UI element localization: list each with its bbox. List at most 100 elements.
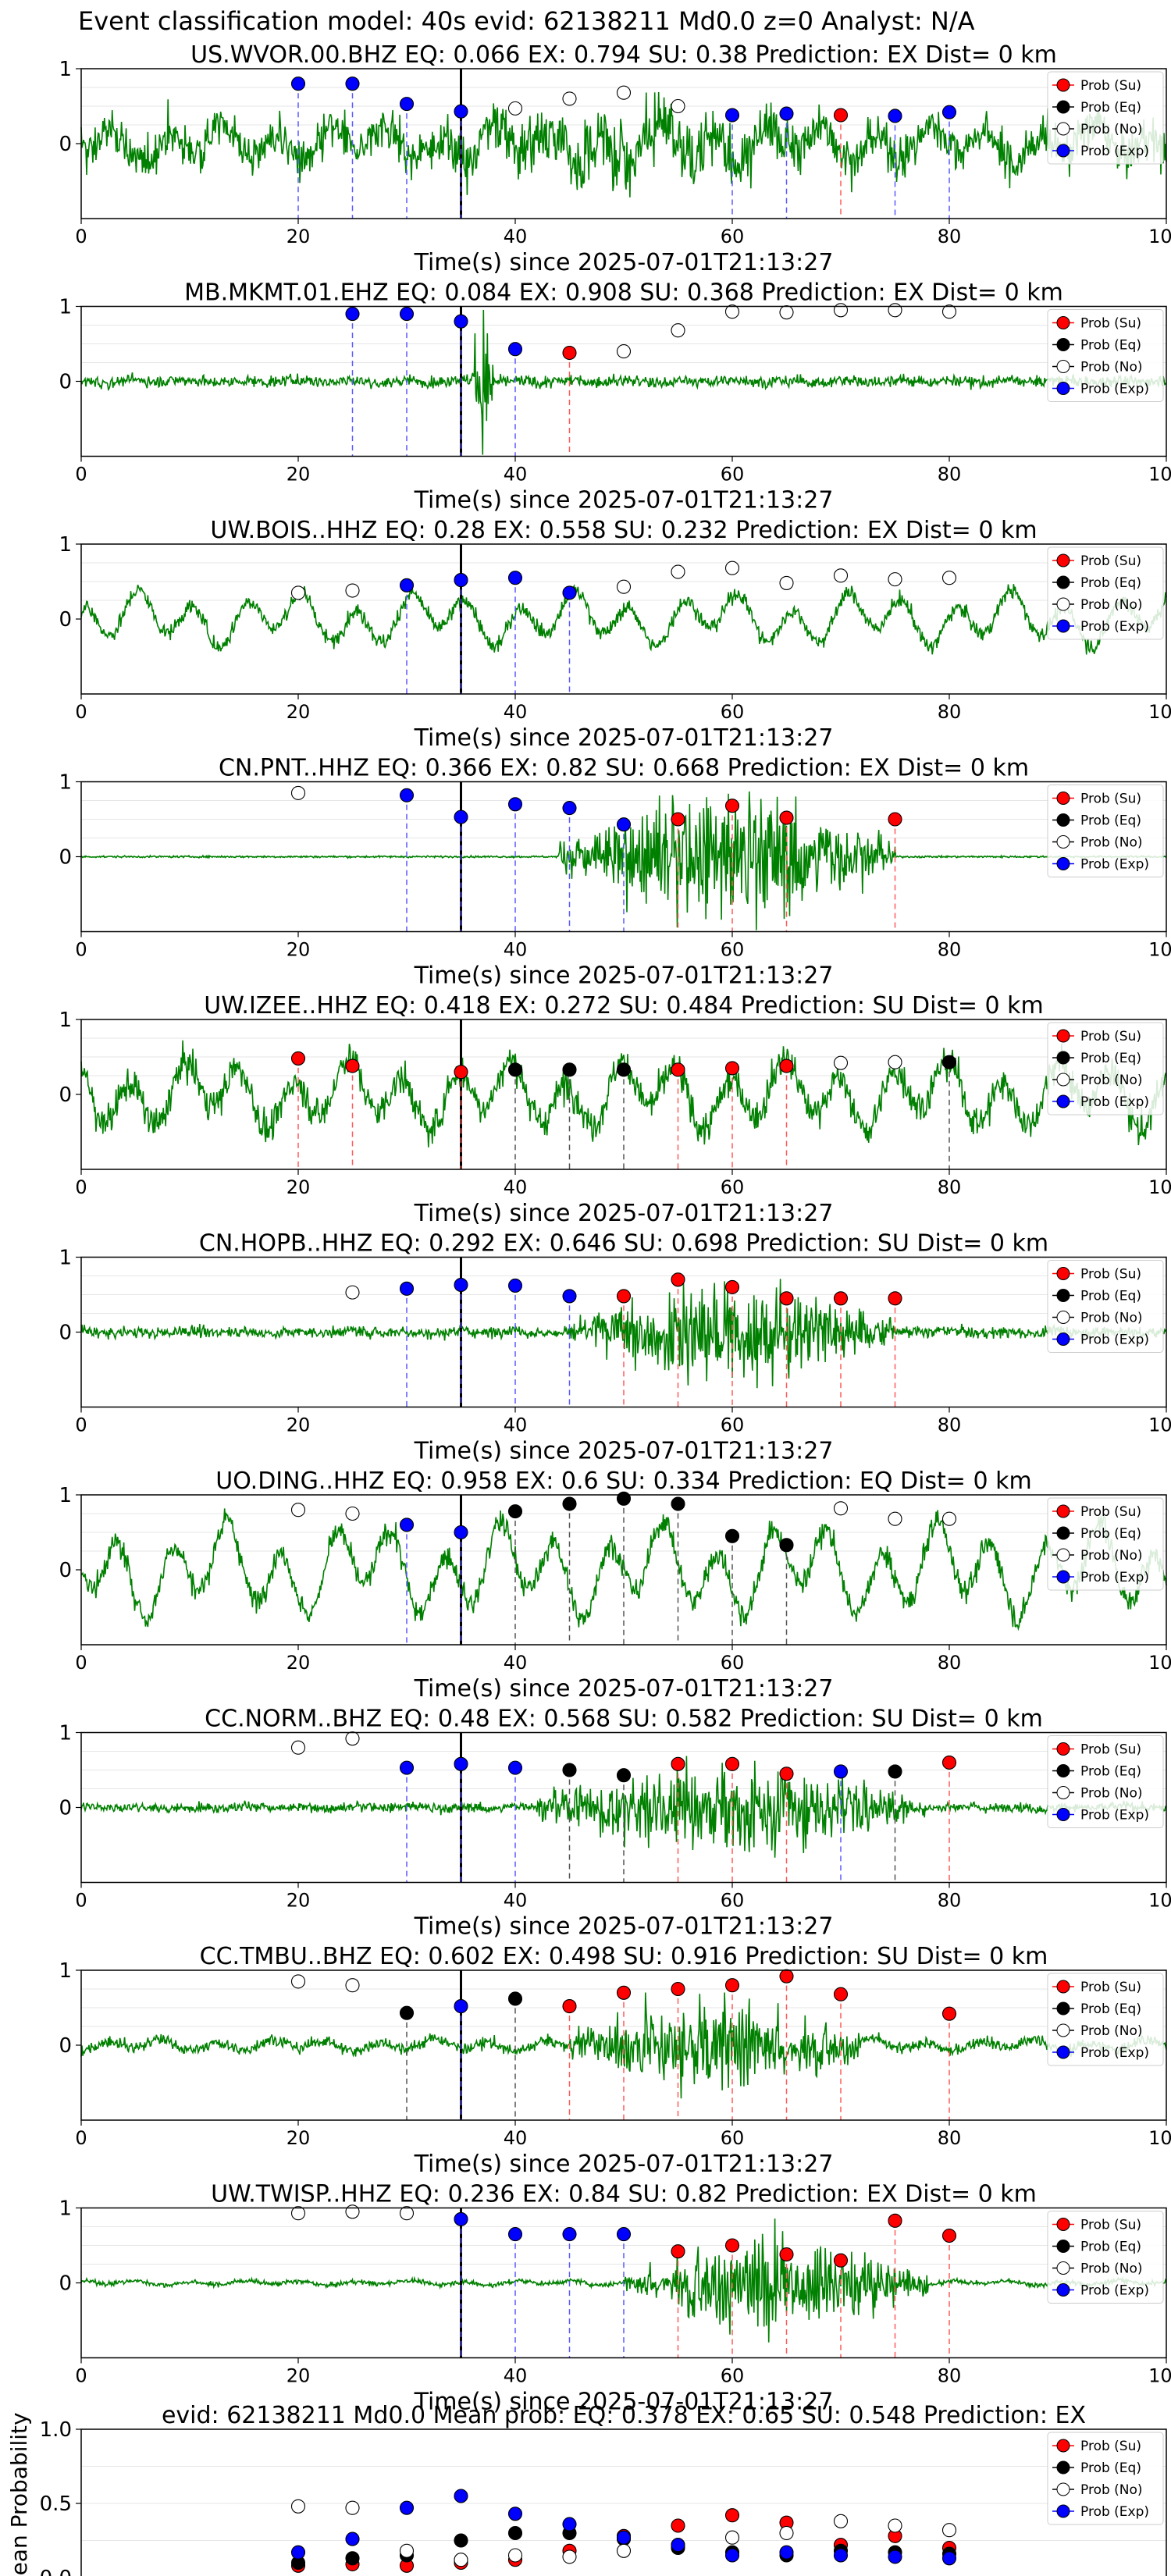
prob-point-no	[724, 304, 740, 319]
mean-point-no	[562, 2549, 577, 2564]
legend-marker-eq	[1056, 338, 1070, 351]
y-tick-label: 1	[59, 1722, 72, 1745]
mean-point-exp	[399, 2500, 415, 2515]
legend-marker-no	[1056, 360, 1070, 373]
prob-point-exp	[454, 104, 468, 119]
prob-point-su	[724, 1061, 740, 1076]
prob-point-eq	[562, 1496, 577, 1511]
legend-box	[1047, 1497, 1164, 1591]
prob-point-su	[941, 2228, 957, 2243]
legend-label: Prob (No)	[1080, 1786, 1143, 1802]
panel-title: UO.DING..HHZ EQ: 0.958 EX: 0.6 SU: 0.334…	[215, 1468, 1031, 1495]
prob-point-su	[833, 1987, 849, 2001]
x-tick-label: 60	[721, 1414, 745, 1436]
x-tick-label: 0	[75, 701, 87, 723]
x-tick-label: 40	[504, 1414, 528, 1436]
legend-label: Prob (Exp)	[1080, 2504, 1149, 2520]
prob-point-su	[779, 2247, 794, 2262]
prob-point-eq	[616, 1062, 632, 1077]
x-tick-label: 0	[75, 2365, 87, 2387]
prob-point-su	[779, 810, 794, 825]
prob-point-eq	[399, 2005, 415, 2020]
legend-marker-no	[1056, 1786, 1070, 1799]
prob-point-eq	[616, 1491, 632, 1506]
prob-point-su	[671, 812, 685, 827]
prob-point-no	[290, 1503, 306, 1517]
prob-point-su	[671, 1272, 685, 1287]
legend-marker-su	[1056, 78, 1070, 92]
prob-point-su	[888, 1291, 902, 1306]
x-tick-label: 40	[504, 2365, 528, 2387]
legend-label: Prob (No)	[1080, 122, 1143, 137]
legend-box	[1047, 1022, 1164, 1115]
panel-title: UW.IZEE..HHZ EQ: 0.418 EX: 0.272 SU: 0.4…	[204, 992, 1044, 1019]
prob-point-exp	[616, 817, 632, 832]
plot-frame	[80, 1256, 1167, 1408]
prob-point-su	[888, 2213, 902, 2228]
waveform-trace	[80, 1279, 1167, 1389]
prob-point-su	[941, 2006, 957, 2021]
x-tick-label: 80	[938, 1176, 962, 1198]
legend-box	[1047, 1973, 1164, 2066]
panel-title: UW.TWISP..HHZ EQ: 0.236 EX: 0.84 SU: 0.8…	[211, 2181, 1037, 2208]
waveform-trace	[80, 1040, 1167, 1147]
legend-label: Prob (Exp)	[1080, 2045, 1149, 2061]
legend-label: Prob (Su)	[1080, 553, 1141, 569]
legend-label: Prob (No)	[1080, 1073, 1143, 1088]
prob-point-exp	[399, 1517, 415, 1532]
mean-point-exp	[724, 2548, 740, 2563]
panel-6: CN.HOPB..HHZ EQ: 0.292 EX: 0.646 SU: 0.6…	[59, 1230, 1171, 1465]
legend-label: Prob (Su)	[1080, 1742, 1141, 1758]
x-tick-label: 40	[504, 701, 528, 723]
waveform-trace	[80, 584, 1167, 655]
mean-point-eq	[454, 2533, 468, 2548]
y-tick-label: 1	[59, 58, 72, 81]
legend-box	[1047, 785, 1164, 877]
prob-point-no	[290, 785, 306, 800]
panel-4: CN.PNT..HHZ EQ: 0.366 EX: 0.82 SU: 0.668…	[59, 755, 1171, 990]
plot-frame	[80, 1969, 1167, 2121]
x-tick-label: 80	[938, 1890, 962, 1912]
legend-label: Prob (No)	[1080, 1311, 1143, 1326]
mean-point-su	[671, 2518, 685, 2533]
prob-point-exp	[454, 573, 468, 588]
mean-point-no	[724, 2530, 740, 2545]
x-axis-label: Time(s) since 2025-07-01T21:13:27	[414, 1913, 834, 1941]
prob-point-exp	[454, 2211, 468, 2226]
prob-point-su	[888, 812, 902, 827]
y-tick-label: 0	[59, 133, 72, 156]
y-tick-label: 0	[59, 608, 72, 632]
x-tick-label: 80	[938, 939, 962, 961]
panel-title: CC.TMBU..BHZ EQ: 0.602 EX: 0.498 SU: 0.9…	[200, 1943, 1048, 1970]
prob-point-no	[671, 323, 685, 338]
legend-label: Prob (Eq)	[1080, 575, 1141, 591]
prob-point-exp	[399, 1281, 415, 1296]
legend-marker-eq	[1056, 2240, 1070, 2253]
legend-label: Prob (No)	[1080, 1548, 1143, 1564]
panel-11: evid: 62138211 Md0.0 Mean prob: EQ: 0.37…	[6, 2402, 1167, 2576]
plot-frame	[80, 781, 1167, 933]
prob-point-exp	[507, 571, 523, 585]
x-tick-label: 80	[938, 464, 962, 486]
y-tick-label: 1	[59, 296, 72, 319]
mean-point-no	[399, 2543, 415, 2558]
legend-marker-exp	[1056, 1094, 1070, 1108]
prob-point-no	[345, 1731, 360, 1746]
x-tick-label: 20	[287, 939, 311, 961]
prob-point-exp	[507, 797, 523, 812]
prob-point-no	[616, 344, 632, 359]
legend-label: Prob (Eq)	[1080, 1764, 1141, 1780]
x-tick-label: 40	[504, 226, 528, 247]
prob-point-eq	[562, 1062, 577, 1077]
x-tick-label: 100	[1148, 939, 1171, 961]
legend-box	[1047, 1260, 1164, 1353]
legend-marker-su	[1056, 1980, 1070, 1994]
legend-label: Prob (No)	[1080, 835, 1143, 851]
legend-marker-exp	[1056, 2504, 1070, 2518]
prob-point-su	[616, 1985, 632, 2000]
prob-point-eq	[724, 1528, 740, 1543]
prob-point-exp	[454, 1999, 468, 2014]
prob-point-su	[562, 345, 577, 361]
x-tick-label: 20	[287, 2365, 311, 2387]
